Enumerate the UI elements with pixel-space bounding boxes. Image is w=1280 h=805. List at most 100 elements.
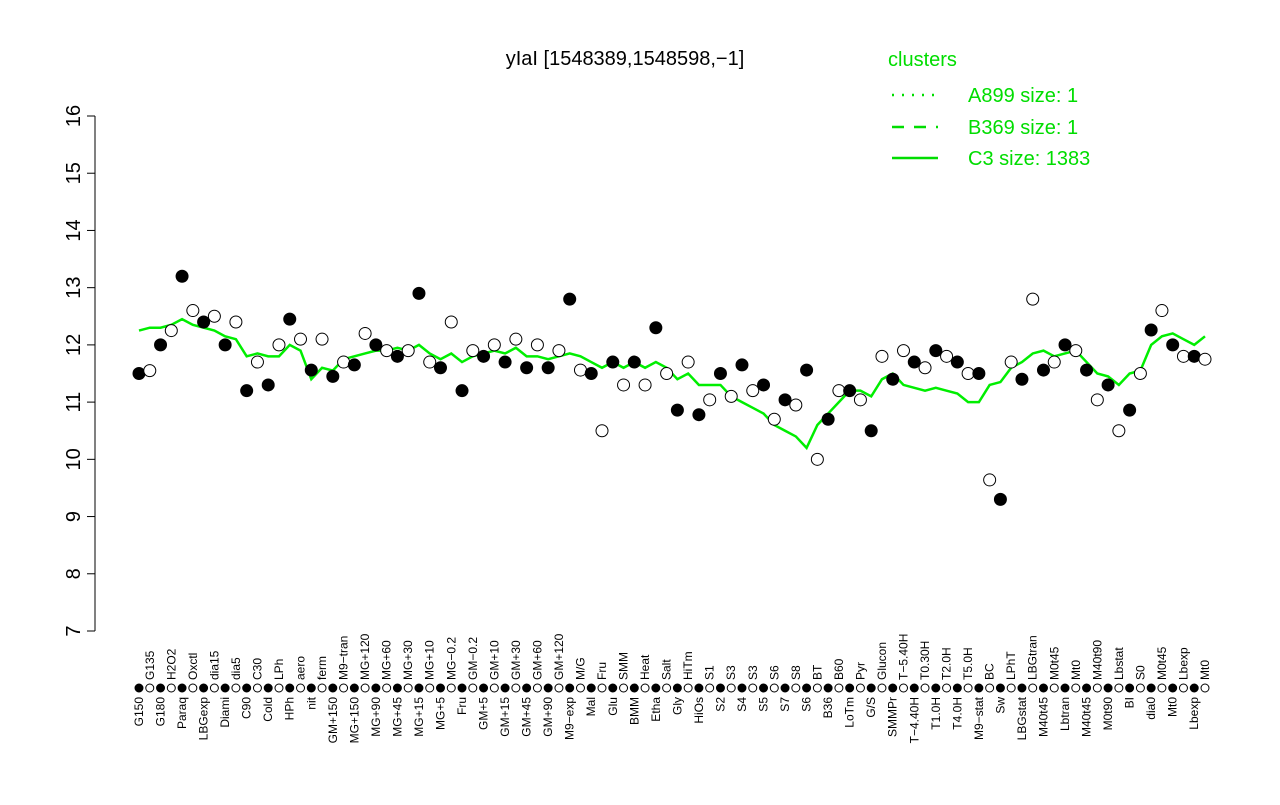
rug-mark	[532, 683, 542, 693]
x-tick-label: Diami	[218, 697, 232, 728]
x-tick-label: MG+90	[369, 697, 383, 737]
data-point	[778, 393, 792, 407]
data-point	[627, 355, 641, 369]
data-point	[1080, 363, 1094, 377]
x-tick-label: S4	[735, 697, 749, 712]
x-tick-label: LBGstat	[1015, 696, 1029, 740]
rug-mark	[188, 683, 198, 693]
data-point	[487, 338, 501, 352]
data-point	[843, 384, 857, 398]
rug-mark	[1114, 683, 1124, 693]
x-tick-label: M40t45	[1080, 697, 1094, 737]
rug-mark	[575, 683, 585, 693]
data-point	[423, 355, 437, 369]
rug-mark	[511, 683, 521, 693]
x-tick-label: GM+30	[509, 640, 523, 680]
x-tick-label: MG−0.2	[444, 637, 458, 680]
rug-mark	[963, 683, 973, 693]
data-point	[875, 349, 889, 363]
rug-mark	[995, 683, 1005, 693]
data-point	[455, 384, 469, 398]
data-point	[1058, 338, 1072, 352]
x-tick-label: GM+90	[541, 697, 555, 737]
data-point	[175, 269, 189, 283]
x-tick-label: GM+5	[477, 697, 491, 730]
x-tick-label: nit	[304, 696, 318, 709]
x-tick-label: BMM	[627, 697, 641, 725]
rug-mark	[834, 683, 844, 693]
rug-mark	[1082, 683, 1092, 693]
x-tick-label: HiOs	[692, 697, 706, 724]
rug-mark	[1200, 683, 1210, 693]
chart-title: yIaI [1548389,1548598,−1]	[506, 48, 745, 70]
rug-mark	[823, 683, 833, 693]
rug-mark	[1049, 683, 1059, 693]
rug-mark	[726, 683, 736, 693]
data-point	[498, 355, 512, 369]
data-point	[1176, 349, 1190, 363]
x-tick-label: LBGexp	[197, 697, 211, 741]
data-point	[380, 344, 394, 358]
data-point	[746, 384, 760, 398]
data-point	[1123, 403, 1137, 417]
x-tick-label: M40t45	[1036, 697, 1050, 737]
x-tick-label: T5.0H	[961, 647, 975, 680]
data-point	[1144, 323, 1158, 337]
x-tick-label: GM+10	[487, 640, 501, 680]
x-tick-label: MG+45	[390, 697, 404, 737]
rug-mark	[619, 683, 629, 693]
rug-mark	[285, 683, 295, 693]
x-tick-label: BC	[983, 663, 997, 680]
data-point	[1112, 424, 1126, 438]
rug-mark	[1135, 683, 1145, 693]
data-point	[940, 349, 954, 363]
x-tick-label: dia15	[207, 650, 221, 680]
data-point	[563, 292, 577, 306]
data-point	[304, 363, 318, 377]
x-tick-label: Mal	[584, 697, 598, 716]
rug-mark	[1071, 683, 1081, 693]
legend-title: clusters	[888, 49, 957, 71]
data-point	[918, 361, 932, 375]
x-tick-label: Sw	[993, 697, 1007, 714]
rug-mark	[199, 683, 209, 693]
x-tick-label: G/S	[864, 697, 878, 718]
data-point	[552, 344, 566, 358]
rug-mark	[479, 683, 489, 693]
x-tick-label: C90	[240, 697, 254, 719]
data-point	[412, 286, 426, 300]
x-tick-label: C30	[250, 658, 264, 680]
x-tick-label: B60	[832, 658, 846, 680]
x-tick-label: Oxctl	[186, 653, 200, 680]
rug-mark	[231, 683, 241, 693]
x-tick-label: Fru	[595, 662, 609, 680]
rug-mark	[1168, 683, 1178, 693]
rug-mark	[468, 683, 478, 693]
rug-mark	[1146, 683, 1156, 693]
data-point	[972, 367, 986, 380]
x-rug	[134, 683, 1210, 693]
data-point	[853, 393, 867, 407]
y-tick-label: 9	[63, 511, 85, 522]
rug-mark	[339, 683, 349, 693]
data-point	[681, 355, 695, 369]
data-point	[810, 452, 824, 466]
legend-entry-b369: B369 size: 1	[968, 117, 1078, 139]
data-point	[337, 355, 351, 369]
data-point	[595, 424, 609, 438]
x-tick-label: GM+120	[552, 633, 566, 680]
data-point	[864, 424, 878, 438]
rug-mark	[715, 683, 725, 693]
rug-mark	[640, 683, 650, 693]
data-point	[326, 369, 340, 383]
y-tick-label: 7	[63, 625, 85, 636]
rug-mark	[1038, 683, 1048, 693]
rug-mark	[1157, 683, 1167, 693]
rug-mark	[694, 683, 704, 693]
y-axis: 7 8 9 10 11 12 13 14 15 16	[63, 105, 96, 637]
data-point	[1090, 393, 1104, 407]
rug-mark	[1006, 683, 1016, 693]
rug-mark	[1092, 683, 1102, 693]
x-tick-label: M9−tran	[337, 636, 351, 680]
x-tick-label: SMMPr	[886, 697, 900, 737]
